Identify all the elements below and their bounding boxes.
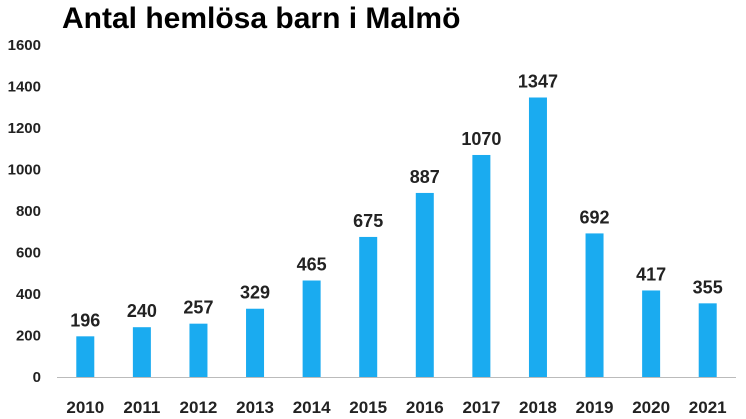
chart-title: Antal hemlösa barn i Malmö	[62, 2, 461, 35]
y-tick-label: 1200	[8, 120, 41, 137]
bar	[359, 236, 378, 377]
bar	[76, 336, 95, 377]
y-tick-label: 1600	[8, 37, 41, 54]
y-tick-label: 400	[16, 286, 41, 303]
data-label: 675	[353, 211, 383, 231]
y-tick-label: 600	[16, 245, 41, 262]
data-label: 417	[636, 264, 666, 284]
bars	[76, 97, 717, 377]
y-tick-label: 800	[16, 203, 41, 220]
data-label: 257	[183, 298, 213, 318]
x-tick-label: 2013	[236, 398, 274, 417]
data-label: 887	[410, 167, 440, 187]
x-tick-label: 2012	[180, 398, 218, 417]
data-label: 240	[127, 301, 157, 321]
y-tick-label: 1000	[8, 162, 41, 179]
y-tick-label: 0	[33, 369, 41, 386]
data-label: 692	[580, 207, 610, 227]
bar	[698, 303, 717, 377]
bar	[585, 233, 604, 377]
x-tick-label: 2015	[349, 398, 387, 417]
x-axis-ticks: 2010 2011 2012 2013 2014 2015 2016 2017 2018 2019…	[66, 398, 726, 417]
bar	[642, 290, 661, 377]
x-tick-label: 2016	[406, 398, 444, 417]
x-tick-label: 2019	[576, 398, 614, 417]
bar	[132, 327, 151, 377]
x-tick-label: 2017	[462, 398, 500, 417]
bar	[472, 154, 491, 377]
y-tick-label: 1400	[8, 79, 41, 96]
data-label: 1070	[461, 129, 501, 149]
y-tick-label: 200	[16, 328, 41, 345]
bar	[415, 192, 434, 377]
bar	[189, 323, 208, 377]
data-label: 465	[297, 255, 327, 275]
data-label: 1347	[518, 71, 558, 91]
bar	[246, 308, 265, 377]
data-label: 196	[70, 310, 100, 330]
bar	[528, 97, 547, 377]
x-tick-label: 2010	[66, 398, 104, 417]
x-tick-label: 2020	[632, 398, 670, 417]
x-tick-label: 2018	[519, 398, 557, 417]
x-tick-label: 2021	[689, 398, 727, 417]
data-labels: 196 240 257 329 465 675 887 1070 1347 692 417 355	[70, 71, 722, 330]
data-label: 329	[240, 283, 270, 303]
data-label: 355	[693, 277, 723, 297]
x-tick-label: 2014	[293, 398, 331, 417]
y-axis-ticks: 0 200 400 600 800 1000 1200 1400 1600	[8, 37, 41, 386]
bar	[302, 280, 321, 377]
x-tick-label: 2011	[123, 398, 160, 417]
